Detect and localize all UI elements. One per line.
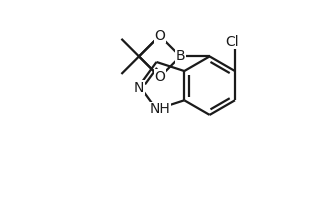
Text: O: O bbox=[154, 29, 165, 43]
Text: B: B bbox=[176, 50, 185, 63]
Text: O: O bbox=[154, 70, 165, 84]
Text: Cl: Cl bbox=[225, 35, 239, 49]
Text: NH: NH bbox=[150, 102, 171, 116]
Text: N: N bbox=[134, 81, 144, 95]
